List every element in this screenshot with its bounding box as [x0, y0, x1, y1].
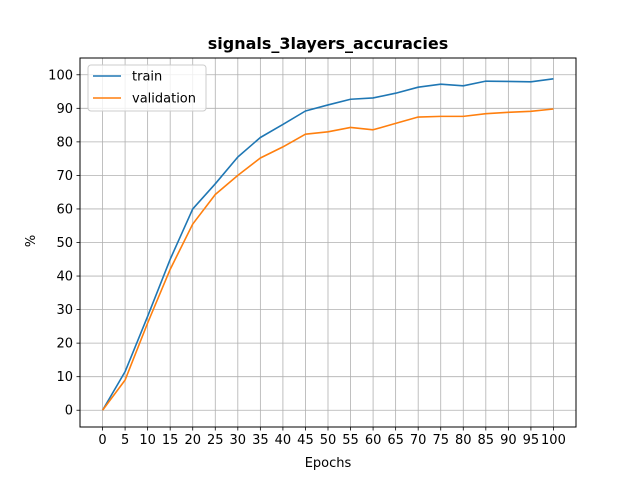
series-line-validation	[101, 108, 554, 411]
x-tick-label: 35	[252, 433, 269, 448]
y-tick-label: 90	[56, 102, 73, 117]
x-axis-label: Epochs	[305, 456, 352, 471]
y-tick-label: 30	[56, 303, 73, 318]
x-tick-label: 45	[297, 433, 314, 448]
legend: train validation	[87, 64, 207, 112]
y-tick-label: 50	[56, 236, 73, 251]
x-tick-label: 90	[500, 433, 517, 448]
y-tick-label: 40	[56, 270, 73, 285]
series-lines	[101, 78, 554, 411]
y-axis-label: %	[24, 235, 39, 247]
x-tick-label: 50	[320, 433, 337, 448]
y-axis-ticks: 0 10 20 30 40 50 60 70 80 90 100	[48, 68, 80, 419]
x-tick-label: 80	[455, 433, 472, 448]
grid	[80, 58, 576, 427]
x-tick-label: 5	[121, 433, 129, 448]
x-tick-label: 0	[98, 433, 106, 448]
y-tick-label: 10	[56, 370, 73, 385]
x-tick-label: 40	[275, 433, 292, 448]
x-tick-label: 60	[365, 433, 382, 448]
x-tick-label: 30	[230, 433, 247, 448]
y-tick-label: 60	[56, 202, 73, 217]
x-tick-label: 100	[541, 433, 566, 448]
x-tick-label: 25	[207, 433, 224, 448]
x-tick-label: 20	[184, 433, 201, 448]
x-tick-label: 70	[410, 433, 427, 448]
chart-title: signals_3layers_accuracies	[208, 34, 448, 53]
x-tick-label: 75	[432, 433, 449, 448]
x-tick-label: 85	[478, 433, 495, 448]
x-axis-ticks: 0 5 10 15 20 25 30 35 40 45 50 55 60 65 70 75 80 85 90 95 10…	[98, 427, 566, 448]
y-tick-label: 80	[56, 135, 73, 150]
y-tick-label: 100	[48, 68, 73, 83]
legend-label-validation: validation	[132, 92, 196, 107]
x-tick-label: 95	[523, 433, 540, 448]
x-tick-label: 55	[342, 433, 359, 448]
y-tick-label: 0	[65, 404, 73, 419]
legend-label-train: train	[132, 70, 162, 85]
y-tick-label: 70	[56, 169, 73, 184]
x-tick-label: 65	[387, 433, 404, 448]
x-tick-label: 15	[162, 433, 179, 448]
series-line-train	[101, 78, 554, 411]
x-tick-label: 10	[139, 433, 156, 448]
y-tick-label: 20	[56, 337, 73, 352]
